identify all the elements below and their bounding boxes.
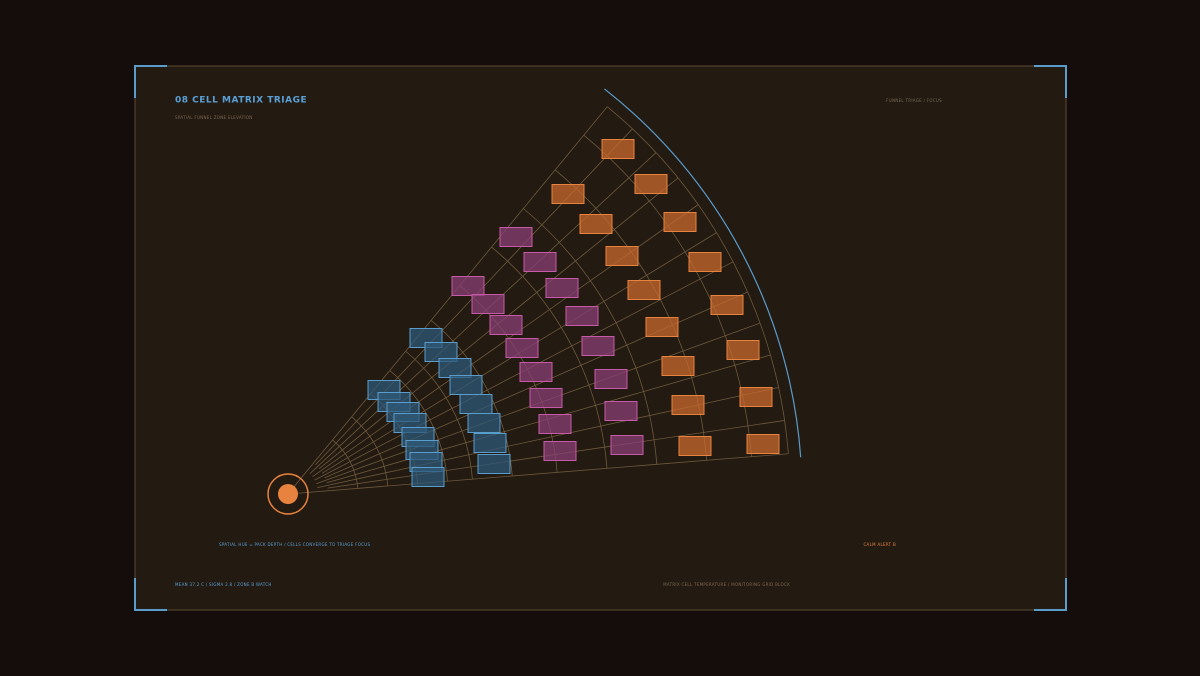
grid-ray <box>287 453 789 495</box>
cell <box>467 413 501 433</box>
cell <box>565 306 599 326</box>
cell <box>471 294 505 314</box>
cell <box>579 214 613 234</box>
caption: MATRIX CELL TEMPERATURE / MONITORING GRI… <box>663 582 790 587</box>
cell <box>451 276 485 296</box>
cell <box>594 369 628 389</box>
title: 08 CELL MATRIX TRIAGE <box>175 96 307 106</box>
cell <box>627 280 661 300</box>
cell <box>551 184 585 204</box>
stats: MEAN 37.2 C / SIGMA 2.8 / ZONE B WATCH <box>175 582 272 587</box>
cell <box>459 394 493 414</box>
cell <box>519 362 553 382</box>
cell <box>746 434 780 454</box>
cell <box>581 336 615 356</box>
cell <box>529 388 563 408</box>
outer-arc <box>604 88 802 458</box>
cell <box>489 315 523 335</box>
cell <box>663 212 697 232</box>
cell <box>605 246 639 266</box>
cell <box>688 252 722 272</box>
cell <box>499 227 533 247</box>
cell <box>739 387 773 407</box>
cell <box>678 436 712 456</box>
cell <box>543 441 577 461</box>
cell <box>477 454 511 474</box>
cell <box>523 252 557 272</box>
status: CALM ALERT B <box>863 542 896 547</box>
cell <box>671 395 705 415</box>
cell <box>545 278 579 298</box>
corner-label: FUNNEL TRIAGE / FOCUS <box>886 98 942 103</box>
grid-arc <box>607 106 789 454</box>
focus-dot <box>278 484 298 504</box>
cell <box>449 375 483 395</box>
subtitle: SPATIAL FUNNEL ZONE ELEVATION <box>175 115 253 120</box>
cell <box>610 435 644 455</box>
cells <box>367 139 780 487</box>
cell <box>505 338 539 358</box>
corner-brackets <box>134 65 1067 611</box>
focus-ring <box>267 473 309 515</box>
cell <box>710 295 744 315</box>
cell <box>538 414 572 434</box>
cell <box>604 401 638 421</box>
cell <box>411 467 445 487</box>
cell <box>438 358 472 378</box>
cell <box>726 340 760 360</box>
cell <box>661 356 695 376</box>
cell <box>601 139 635 159</box>
grid-ray <box>287 106 608 495</box>
cell <box>634 174 668 194</box>
cell <box>645 317 679 337</box>
legend-note: SPATIAL HUE = PACK DEPTH / CELLS CONVERG… <box>219 542 370 547</box>
cell <box>473 433 507 453</box>
